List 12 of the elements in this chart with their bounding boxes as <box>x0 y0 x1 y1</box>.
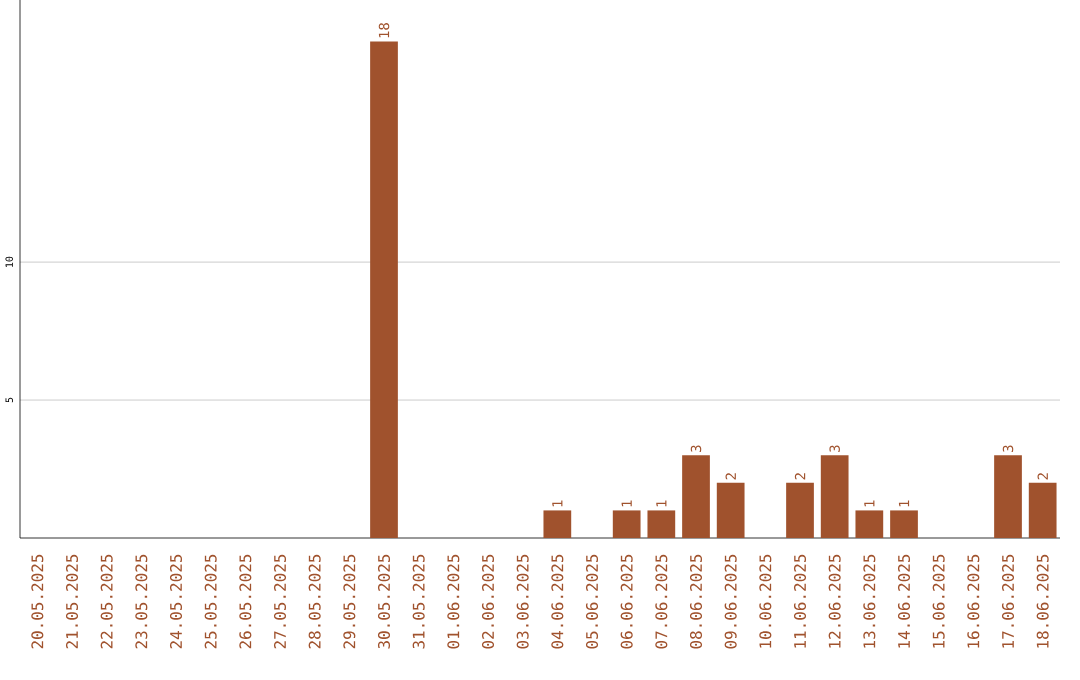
bar <box>370 41 398 538</box>
bar <box>716 482 745 538</box>
bar <box>543 510 572 538</box>
bar <box>855 510 884 538</box>
bar <box>820 455 849 538</box>
bar <box>890 510 918 538</box>
bar <box>786 482 814 538</box>
bar <box>994 455 1022 538</box>
bar <box>647 510 676 538</box>
bar <box>682 455 710 538</box>
bar <box>1028 482 1057 538</box>
bar <box>612 510 641 538</box>
